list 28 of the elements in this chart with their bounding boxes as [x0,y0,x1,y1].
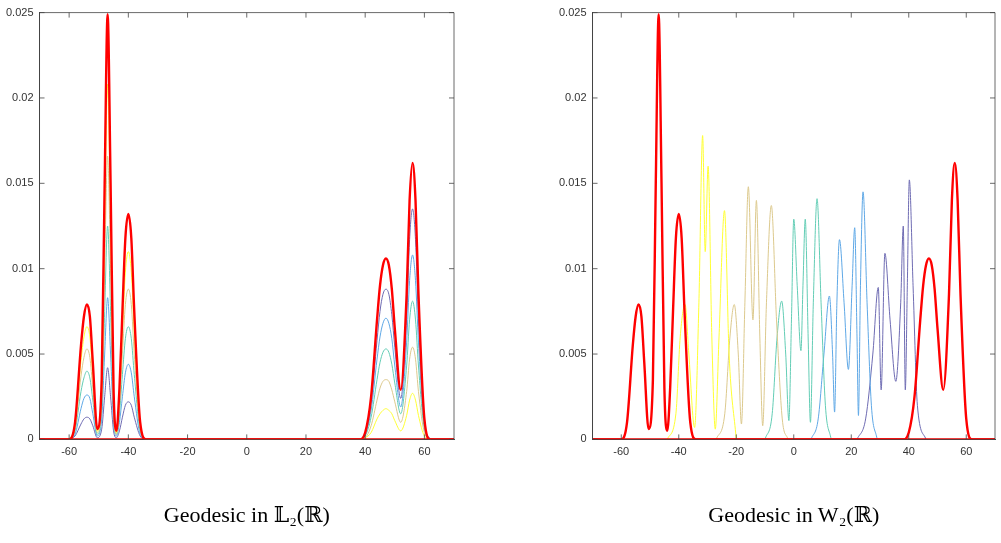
x-tick-label: -60 [61,445,78,458]
y-tick-label: 0.005 [559,347,587,360]
y-tick-label: 0.01 [12,261,34,274]
y-tick-label: 0 [580,432,587,445]
x-tick-label: 40 [359,445,372,458]
x-axis-title: Geodesic in 𝕃₂(ℝ) [163,501,330,527]
x-tick-label: 20 [299,445,313,458]
x-tick-label: -20 [179,445,196,458]
x-axis-title: Geodesic in W₂(ℝ) [708,501,880,527]
y-tick-label: 0.005 [6,347,34,360]
x-tick-label: 0 [243,445,250,458]
y-tick-label: 0.025 [6,5,34,18]
y-tick-label: 0.015 [559,176,587,189]
y-tick-label: 0.02 [565,90,587,103]
x-tick-label: -60 [613,445,630,458]
y-tick-label: 0.015 [6,176,34,189]
y-tick-label: 0.02 [12,90,34,103]
y-tick-label: 0.01 [565,261,587,274]
x-tick-label: 20 [845,445,858,458]
x-tick-label: -40 [670,445,687,458]
x-tick-label: 0 [790,445,797,458]
x-tick-label: -20 [728,445,745,458]
x-tick-label: 40 [902,445,915,458]
x-tick-label: 60 [960,445,973,458]
x-tick-label: 60 [418,445,431,458]
x-tick-label: -40 [120,445,137,458]
y-tick-label: 0.025 [559,5,587,18]
y-tick-label: 0 [27,432,34,445]
